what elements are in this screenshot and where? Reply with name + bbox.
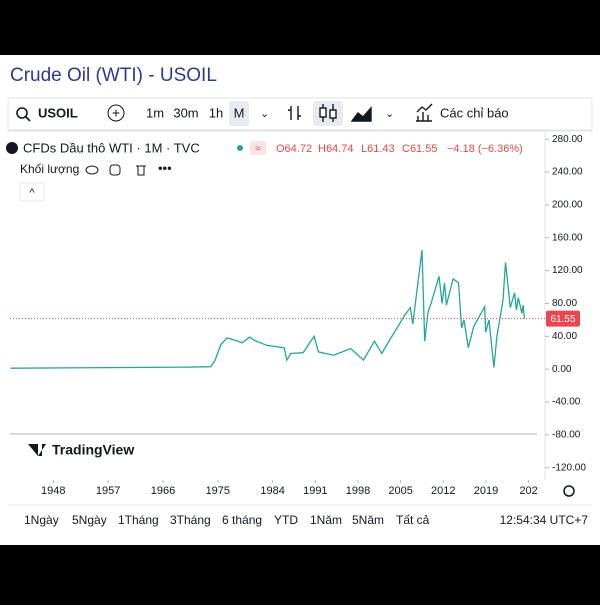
area-icon[interactable] [350,106,372,122]
search-icon[interactable] [16,107,28,119]
indicators[interactable]: Các chỉ báo [440,105,509,120]
last-price-label: 61.55 [550,314,575,325]
indicators-icon[interactable] [416,103,433,122]
status-badge-mark: ≈ [255,144,261,155]
x-tick-label: 2019 [474,485,498,497]
x-tick-label: 1998 [346,485,370,497]
collapse-caret: ^ [29,187,35,199]
axis-settings[interactable] [563,485,575,497]
x-tick-label: 1966 [151,485,175,497]
delete-icon[interactable] [136,165,146,176]
y-tick-label: 160.00 [552,232,583,243]
x-tick-label: 1984 [260,485,284,497]
ohlc-value: C61.55 [402,143,437,155]
add-symbol-plus: + [112,105,120,121]
search-icon-handle [25,116,31,122]
range-button[interactable]: YTD [274,513,298,527]
page-title: Crude Oil (WTI) - USOIL [10,65,217,86]
y-tick-label: 0.00 [552,364,572,375]
ohlc-value: O64.72 [276,143,312,155]
range-button[interactable]: 1Ngày [24,513,59,527]
y-tick-label: 120.00 [552,265,583,276]
volume-label: Khối lượng [20,162,79,176]
y-tick-label: -120.00 [552,462,586,473]
x-tick-label: 202 [519,485,537,497]
x-tick-label: 2005 [388,485,412,497]
range-button[interactable]: 1Năm [310,513,342,527]
y-tick-label: 280.00 [552,134,583,145]
range-button[interactable]: Tất cả [396,513,430,527]
candle-icon-2 [329,109,337,119]
y-tick-label: 40.00 [552,331,577,342]
symbol[interactable]: USOIL [38,105,78,120]
watermark-logo [28,444,46,456]
range-button[interactable]: 5Ngày [72,513,107,527]
candle-active-bg [313,101,343,126]
series-name: CFDs Dầu thô WTI · 1M · TVC [23,140,200,155]
toolbar [7,97,593,131]
x-tick-label: 1948 [41,485,65,497]
ohlc-value: H64.74 [318,143,353,155]
eye-icon[interactable] [85,165,99,175]
add-symbol[interactable] [107,104,125,122]
interval[interactable]: 1h [209,105,223,120]
y-tick-label: 200.00 [552,200,583,211]
y-tick-label: 240.00 [552,167,583,178]
range-button[interactable]: 5Năm [352,513,384,527]
y-tick-label: -80.00 [552,429,581,440]
chart-type-dropdown[interactable]: ⌄ [385,108,394,120]
range-button[interactable]: 6 tháng [222,513,262,527]
range-button[interactable]: 1Tháng [118,513,159,527]
range-button[interactable]: 3Tháng [170,513,211,527]
interval[interactable]: 1m [146,105,164,120]
collapse-button[interactable] [19,182,45,202]
x-tick-label: 2012 [431,485,455,497]
watermark: TradingView [52,442,134,458]
interval[interactable]: M [234,105,245,120]
bar-style-icon[interactable] [288,106,301,120]
candle-icon[interactable] [319,107,327,118]
clock[interactable]: 12:54:34 UTC+7 [500,513,589,527]
more-icon[interactable]: ••• [158,160,172,175]
symbol-logo [6,142,18,154]
y-tick-label: -40.00 [552,397,581,408]
x-tick-label: 1957 [96,485,120,497]
ohlc-value: −4.18 (−6.36%) [447,143,523,155]
x-tick-label: 1975 [206,485,230,497]
status-badge [250,141,266,155]
market-status [237,145,243,151]
last-price-box [546,310,580,327]
interval-dropdown[interactable]: ⌄ [260,108,269,120]
x-tick-label: 1991 [303,485,327,497]
settings-icon[interactable] [109,164,121,176]
interval[interactable]: 30m [173,105,198,120]
y-tick-label: 80.00 [552,298,577,309]
ohlc-value: L61.43 [361,143,395,155]
panel [0,55,600,545]
interval-active-bg [229,101,249,126]
